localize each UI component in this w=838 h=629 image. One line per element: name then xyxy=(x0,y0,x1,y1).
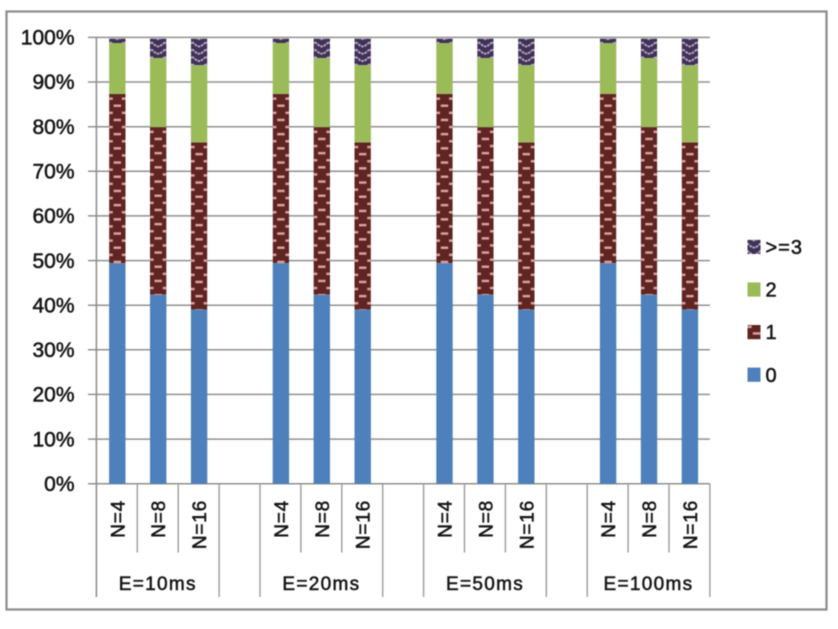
svg-text:2: 2 xyxy=(766,280,778,302)
svg-text:N=8: N=8 xyxy=(313,500,334,538)
svg-text:E=100ms: E=100ms xyxy=(604,574,694,595)
svg-text:0: 0 xyxy=(766,365,778,387)
svg-text:70%: 70% xyxy=(32,161,74,184)
svg-text:80%: 80% xyxy=(32,116,74,139)
svg-text:90%: 90% xyxy=(32,71,74,94)
svg-text:0%: 0% xyxy=(44,473,74,496)
svg-text:N=4: N=4 xyxy=(599,500,620,538)
svg-text:N=16: N=16 xyxy=(681,500,702,549)
svg-text:1: 1 xyxy=(766,322,778,344)
svg-text:60%: 60% xyxy=(32,205,74,228)
svg-text:N=16: N=16 xyxy=(354,500,375,549)
svg-text:E=50ms: E=50ms xyxy=(446,574,524,595)
svg-text:N=16: N=16 xyxy=(517,500,538,549)
svg-text:100%: 100% xyxy=(21,27,75,50)
svg-text:N=4: N=4 xyxy=(272,500,293,538)
svg-text:N=8: N=8 xyxy=(149,500,170,538)
svg-text:30%: 30% xyxy=(32,339,74,362)
svg-text:20%: 20% xyxy=(32,384,74,407)
svg-text:E=20ms: E=20ms xyxy=(282,574,360,595)
svg-text:N=8: N=8 xyxy=(640,500,661,538)
svg-text:N=4: N=4 xyxy=(436,500,457,538)
svg-text:N=4: N=4 xyxy=(108,500,129,538)
svg-text:N=8: N=8 xyxy=(476,500,497,538)
svg-text:>=3: >=3 xyxy=(766,237,803,259)
svg-text:10%: 10% xyxy=(32,428,74,451)
svg-text:40%: 40% xyxy=(32,294,74,317)
svg-text:N=16: N=16 xyxy=(190,500,211,549)
svg-text:50%: 50% xyxy=(32,250,74,273)
svg-text:E=10ms: E=10ms xyxy=(119,574,197,595)
